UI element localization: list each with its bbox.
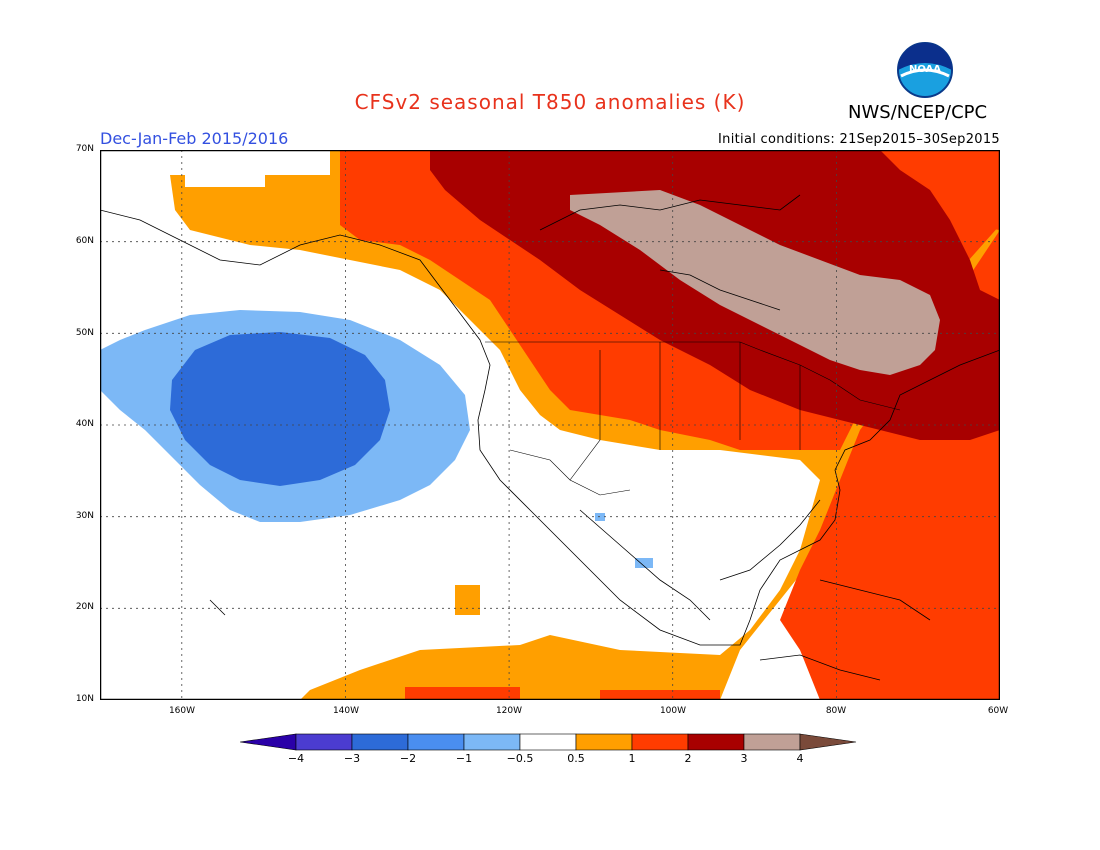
- lon-label: 120W: [495, 706, 523, 716]
- lat-label: 20N: [75, 602, 94, 612]
- anomaly-minus2-minus1-region: [170, 332, 390, 486]
- colorbar-label: −0.5: [506, 752, 534, 765]
- colorbar-label: −4: [287, 752, 305, 765]
- colorbar-label: 0.5: [567, 752, 585, 765]
- colorbar-label: −3: [343, 752, 361, 765]
- agency-label: NWS/NCEP/CPC: [848, 102, 988, 123]
- lon-label: 160W: [168, 706, 196, 716]
- period-label: Dec-Jan-Feb 2015/2016: [100, 129, 289, 148]
- logo-text: NOAA: [909, 64, 941, 75]
- colorbar-label: 4: [796, 752, 804, 765]
- lat-label: 10N: [75, 694, 94, 704]
- colorbar: [240, 733, 857, 751]
- lat-label: 30N: [75, 511, 94, 521]
- colorbar-swatch: [575, 733, 633, 751]
- colorbar-swatch: [240, 733, 297, 751]
- colorbar-swatch: [519, 733, 577, 751]
- colorbar-swatch: [463, 733, 521, 751]
- anomaly-blue-patch-2: [635, 558, 653, 568]
- colorbar-swatch: [407, 733, 465, 751]
- lon-label: 140W: [332, 706, 360, 716]
- anomaly-3-4-region: [570, 190, 940, 375]
- initial-conditions-label: Initial conditions: 21Sep2015–30Sep2015: [718, 132, 1000, 147]
- colorbar-label: 2: [684, 752, 692, 765]
- chart-title: CFSv2 seasonal T850 anomalies (K): [354, 90, 746, 114]
- lat-label: 70N: [75, 144, 94, 154]
- colorbar-swatch: [631, 733, 689, 751]
- lon-label: 60W: [987, 706, 1009, 716]
- graticule: [100, 150, 1000, 700]
- colorbar-label: 3: [740, 752, 748, 765]
- colorbar-swatch: [687, 733, 745, 751]
- colorbar-swatch: [743, 733, 801, 751]
- coastlines: [100, 194, 1000, 681]
- lat-label: 40N: [75, 419, 94, 429]
- lat-label: 60N: [75, 236, 94, 246]
- anomaly-0.5-1-inner-white: [185, 172, 265, 187]
- anomaly-1-2-south: [405, 687, 720, 700]
- colorbar-label: −1: [455, 752, 473, 765]
- colorbar-label: 1: [628, 752, 636, 765]
- political-borders: [485, 341, 901, 496]
- colorbar-swatch: [799, 733, 857, 751]
- noaa-logo: NOAA: [897, 42, 953, 98]
- lon-label: 100W: [659, 706, 687, 716]
- lat-label: 50N: [75, 328, 94, 338]
- lon-label: 80W: [825, 706, 847, 716]
- colorbar-swatch: [351, 733, 409, 751]
- anomaly-1-2-region: [330, 150, 1000, 700]
- colorbar-label: −2: [399, 752, 417, 765]
- map-frame: [100, 150, 1000, 700]
- anomaly-0.5-1-patch: [455, 585, 480, 615]
- colorbar-swatch: [295, 733, 353, 751]
- anomaly-map: [100, 150, 1000, 700]
